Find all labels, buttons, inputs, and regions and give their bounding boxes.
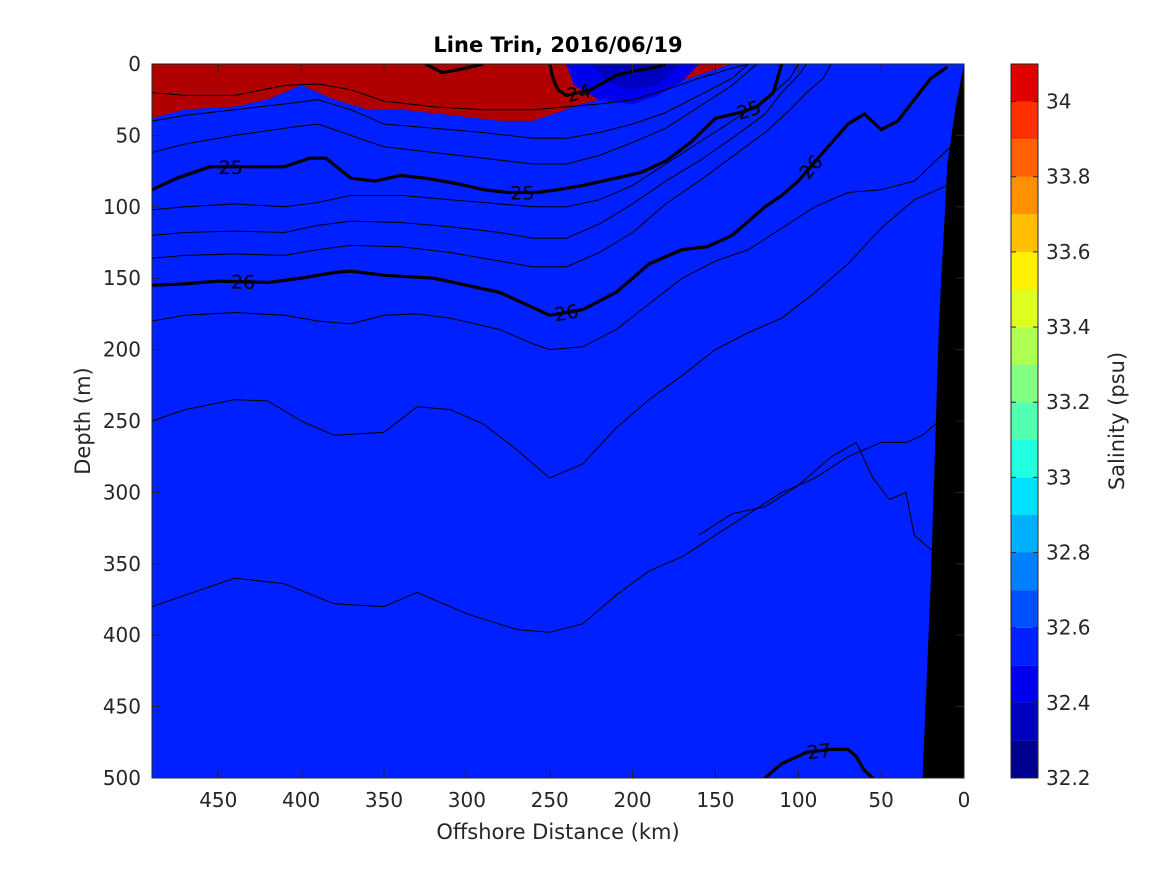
x-tick-label: 400 <box>282 788 320 812</box>
x-axis-ticks: 450 400 350 300 250 200 150 100 50 0 <box>199 64 970 812</box>
density-contour <box>152 64 749 111</box>
colorbar-tick-label: 32.8 <box>1046 541 1091 565</box>
y-tick-label: 200 <box>103 338 141 362</box>
colorbar-band <box>1011 101 1038 140</box>
salinity-layer <box>152 64 964 778</box>
y-axis-ticks: 0 50 100 150 200 250 300 350 400 450 500 <box>103 52 964 790</box>
y-tick-label: 300 <box>103 480 141 504</box>
x-tick-label: 250 <box>531 788 569 812</box>
colorbar-band <box>1011 740 1038 778</box>
svg-text:25: 25 <box>510 183 534 205</box>
y-tick-label: 450 <box>103 695 141 719</box>
colorbar-band <box>1011 251 1038 290</box>
y-tick-label: 150 <box>103 266 141 290</box>
x-tick-label: 300 <box>448 788 486 812</box>
colorbar-band <box>1011 64 1038 102</box>
svg-text:26: 26 <box>231 271 256 294</box>
x-tick-label: 0 <box>958 788 971 812</box>
colorbar-frame <box>1010 63 1039 779</box>
y-tick-label: 400 <box>103 623 141 647</box>
svg-text:27: 27 <box>806 740 833 765</box>
colorbar-band <box>1011 702 1038 741</box>
svg-text:24: 24 <box>565 80 593 107</box>
colorbar-tick-label: 32.6 <box>1046 616 1091 640</box>
colorbar-band <box>1011 214 1038 252</box>
contour-label: 25 <box>510 183 534 205</box>
y-tick-label: 350 <box>103 552 141 576</box>
x-tick-label: 200 <box>613 788 651 812</box>
colorbar-band <box>1011 590 1038 628</box>
x-tick-label: 150 <box>696 788 734 812</box>
x-tick-label: 450 <box>199 788 237 812</box>
colorbar-band <box>1011 514 1038 553</box>
colorbar-band <box>1011 327 1038 365</box>
colorbar-band <box>1011 402 1038 440</box>
density-contour <box>152 64 749 139</box>
contour-label: 26 <box>553 301 581 327</box>
y-axis-label: Depth (m) <box>71 367 95 474</box>
y-tick-label: 500 <box>103 766 141 790</box>
y-tick-label: 250 <box>103 409 141 433</box>
colorbar <box>1011 64 1038 778</box>
colorbar-tick-label: 33.8 <box>1046 165 1091 189</box>
colorbar-tick-label: 32.2 <box>1046 766 1091 790</box>
colorbar-tick-label: 33.6 <box>1046 240 1091 264</box>
colorbar-tick-label: 33.4 <box>1046 315 1091 339</box>
colorbar-band <box>1011 665 1038 703</box>
colorbar-band <box>1011 552 1038 591</box>
density-contour <box>152 64 758 165</box>
density-contour <box>698 441 948 550</box>
x-axis-label: Offshore Distance (km) <box>436 820 679 844</box>
contour-label: 25 <box>219 157 243 179</box>
colorbar-band <box>1011 139 1038 177</box>
bathymetry <box>922 64 964 778</box>
y-tick-label: 100 <box>103 195 141 219</box>
density-contour <box>152 177 964 479</box>
density-contour <box>152 135 964 351</box>
colorbar-tick-label: 32.4 <box>1046 691 1091 715</box>
colorbar-label: Salinity (psu) <box>1105 352 1129 490</box>
colorbar-band <box>1011 289 1038 328</box>
y-tick-label: 0 <box>128 52 141 76</box>
density-contour <box>152 65 949 317</box>
density-contour <box>548 64 667 97</box>
colorbar-band <box>1011 176 1038 215</box>
colorbar-tick-label: 34 <box>1046 90 1071 114</box>
colorbar-band <box>1011 439 1038 478</box>
density-contours <box>152 64 964 778</box>
density-contour <box>152 406 964 633</box>
contour-label: 24 <box>565 80 593 107</box>
density-contour <box>424 64 484 75</box>
density-contour <box>152 64 799 211</box>
x-tick-label: 100 <box>779 788 817 812</box>
colorbar-tick-label: 33 <box>1046 465 1071 489</box>
svg-text:26: 26 <box>553 301 581 327</box>
contour-label: 27 <box>806 740 833 765</box>
y-tick-label: 50 <box>116 123 141 147</box>
colorbar-band <box>1011 364 1038 403</box>
contour-label: 26 <box>231 271 256 294</box>
salinity-fill-layers <box>152 64 964 778</box>
svg-text:25: 25 <box>219 157 243 179</box>
chart-title: Line Trin, 2016/06/19 <box>433 33 682 57</box>
colorbar-band <box>1011 627 1038 666</box>
colorbar-band <box>1011 477 1038 515</box>
density-contour <box>764 747 874 778</box>
colorbar-ticks: 32.2 32.4 32.6 32.8 33 33.2 33.4 33.6 33.8 34 <box>1011 90 1091 790</box>
density-contour <box>152 64 832 268</box>
x-tick-label: 50 <box>868 788 893 812</box>
x-tick-label: 350 <box>365 788 403 812</box>
bathymetry-mask <box>922 64 964 778</box>
density-contour <box>152 64 808 239</box>
density-contour <box>152 64 784 195</box>
colorbar-tick-label: 33.2 <box>1046 390 1091 414</box>
